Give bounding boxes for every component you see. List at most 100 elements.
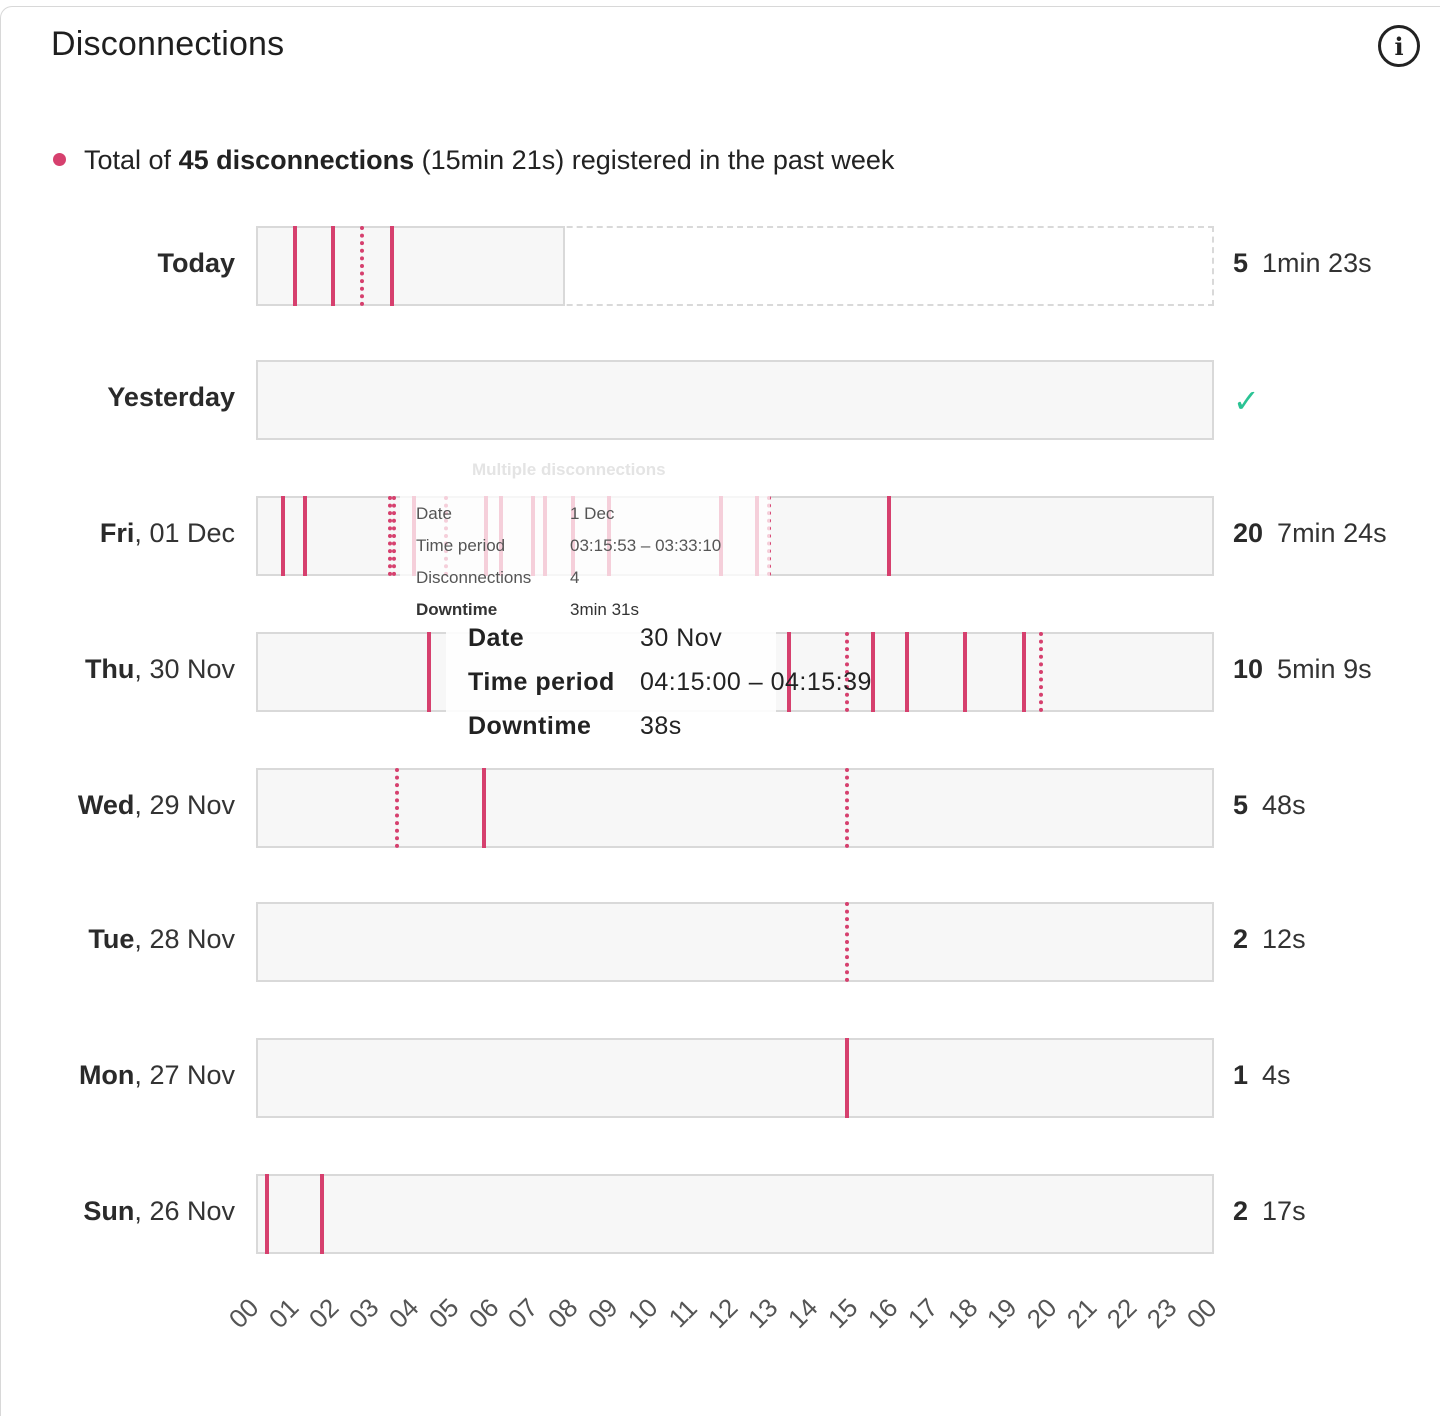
row-count: 5 xyxy=(1233,790,1249,820)
row-downtime: 12s xyxy=(1262,924,1306,954)
disconnection-mark[interactable] xyxy=(543,496,548,576)
row-date: 26 Nov xyxy=(149,1196,235,1226)
row-summary: 5 48s xyxy=(1233,790,1306,821)
disconnection-mark[interactable] xyxy=(389,226,394,306)
disconnection-mark[interactable] xyxy=(571,496,576,576)
row-count: 20 xyxy=(1233,518,1264,548)
summary-line: Total of 45 disconnections (15min 21s) r… xyxy=(53,145,894,176)
disconnection-mark[interactable] xyxy=(607,496,612,576)
summary-suffix: (15min 21s) registered in the past week xyxy=(414,145,895,175)
row-label: Thu, 30 Nov xyxy=(85,654,235,685)
row-date: 01 Dec xyxy=(149,518,235,548)
disconnection-cluster-mark[interactable] xyxy=(359,226,364,306)
row-label: Sun, 26 Nov xyxy=(83,1196,235,1227)
disconnection-mark[interactable] xyxy=(1021,632,1026,712)
card-title: Disconnections xyxy=(51,25,285,63)
timeline-track[interactable] xyxy=(256,902,1214,982)
disconnection-cluster-mark[interactable] xyxy=(1039,632,1044,712)
row-downtime: 48s xyxy=(1262,790,1306,820)
disconnection-mark[interactable] xyxy=(483,496,488,576)
disconnection-mark[interactable] xyxy=(719,496,724,576)
disconnection-cluster-mark[interactable] xyxy=(766,496,771,576)
disconnection-cluster-mark[interactable] xyxy=(844,632,849,712)
disconnection-mark[interactable] xyxy=(531,496,536,576)
timeline-track[interactable] xyxy=(256,1038,1214,1118)
disconnection-mark[interactable] xyxy=(886,496,891,576)
row-downtime: 17s xyxy=(1262,1196,1306,1226)
row-downtime: 7min 24s xyxy=(1277,518,1387,548)
disconnection-mark[interactable] xyxy=(264,1174,269,1254)
elapsed-segment xyxy=(256,226,566,306)
row-label: Wed, 29 Nov xyxy=(78,790,235,821)
row-day: Fri xyxy=(99,518,135,548)
timeline-track[interactable] xyxy=(256,226,1214,306)
row-count: 10 xyxy=(1233,654,1264,684)
row-date-separator: , xyxy=(134,1196,150,1226)
timeline-track[interactable] xyxy=(256,1174,1214,1254)
disconnection-mark[interactable] xyxy=(330,226,335,306)
row-date: 28 Nov xyxy=(149,924,235,954)
row-day: Thu xyxy=(84,654,135,684)
row-summary: 5 1min 23s xyxy=(1233,248,1372,279)
disconnection-cluster-mark[interactable] xyxy=(391,496,396,576)
row-day: Mon xyxy=(78,1060,135,1090)
info-icon[interactable]: i xyxy=(1378,25,1420,67)
disconnection-cluster-mark[interactable] xyxy=(443,496,448,576)
row-date: 29 Nov xyxy=(149,790,235,820)
disconnection-mark[interactable] xyxy=(963,632,968,712)
disconnection-mark[interactable] xyxy=(411,496,416,576)
row-day: Yesterday xyxy=(107,382,235,412)
row-label: Fri, 01 Dec xyxy=(100,518,235,549)
row-downtime: 4s xyxy=(1262,1060,1291,1090)
row-count: 5 xyxy=(1233,248,1249,278)
timeline-track[interactable] xyxy=(256,496,1214,576)
row-summary: 1 4s xyxy=(1233,1060,1291,1091)
disconnection-mark[interactable] xyxy=(319,1174,324,1254)
row-downtime: 1min 23s xyxy=(1262,248,1372,278)
disconnection-mark[interactable] xyxy=(281,496,286,576)
row-label: Mon, 27 Nov xyxy=(79,1060,235,1091)
checkmark-icon: ✓ xyxy=(1233,383,1260,419)
row-date-separator: , xyxy=(134,654,150,684)
disconnection-cluster-mark[interactable] xyxy=(844,768,849,848)
row-summary: 10 5min 9s xyxy=(1233,654,1372,685)
timeline-track[interactable] xyxy=(256,632,1214,712)
disconnection-cluster-mark[interactable] xyxy=(844,902,849,982)
disconnection-mark[interactable] xyxy=(292,226,297,306)
row-summary: 2 12s xyxy=(1233,924,1306,955)
row-summary: 2 17s xyxy=(1233,1196,1306,1227)
disconnection-cluster-mark[interactable] xyxy=(387,496,392,576)
row-downtime: 5min 9s xyxy=(1277,654,1372,684)
disconnection-mark[interactable] xyxy=(870,632,875,712)
row-date-separator: , xyxy=(134,518,150,548)
row-count: 1 xyxy=(1233,1060,1249,1090)
summary-count: 45 disconnections xyxy=(178,145,415,175)
row-day: Sun xyxy=(83,1196,135,1226)
timeline-track[interactable] xyxy=(256,768,1214,848)
row-day: Wed xyxy=(77,790,135,820)
row-count: 2 xyxy=(1233,924,1249,954)
row-day: Today xyxy=(157,248,235,278)
disconnection-mark[interactable] xyxy=(481,768,486,848)
disconnection-mark[interactable] xyxy=(499,496,504,576)
disconnection-mark[interactable] xyxy=(905,632,910,712)
row-date-separator: , xyxy=(134,924,150,954)
timeline-track[interactable] xyxy=(256,360,1214,440)
disconnection-mark[interactable] xyxy=(302,496,307,576)
row-label: Today xyxy=(157,248,235,279)
row-date: 30 Nov xyxy=(149,654,235,684)
legend-dot xyxy=(53,153,66,167)
row-day: Tue xyxy=(88,924,135,954)
disconnection-mark[interactable] xyxy=(844,1038,849,1118)
row-label: Yesterday xyxy=(107,382,235,413)
disconnections-card: Disconnections i Total of 45 disconnecti… xyxy=(0,6,1440,1416)
row-label: Tue, 28 Nov xyxy=(88,924,235,955)
disconnection-cluster-mark[interactable] xyxy=(394,768,399,848)
row-summary: 20 7min 24s xyxy=(1233,518,1387,549)
row-count: 2 xyxy=(1233,1196,1249,1226)
disconnection-mark[interactable] xyxy=(426,632,431,712)
disconnection-mark[interactable] xyxy=(754,496,759,576)
row-date-separator: , xyxy=(134,1060,150,1090)
summary-prefix: Total of xyxy=(84,145,179,175)
disconnection-mark[interactable] xyxy=(786,632,791,712)
